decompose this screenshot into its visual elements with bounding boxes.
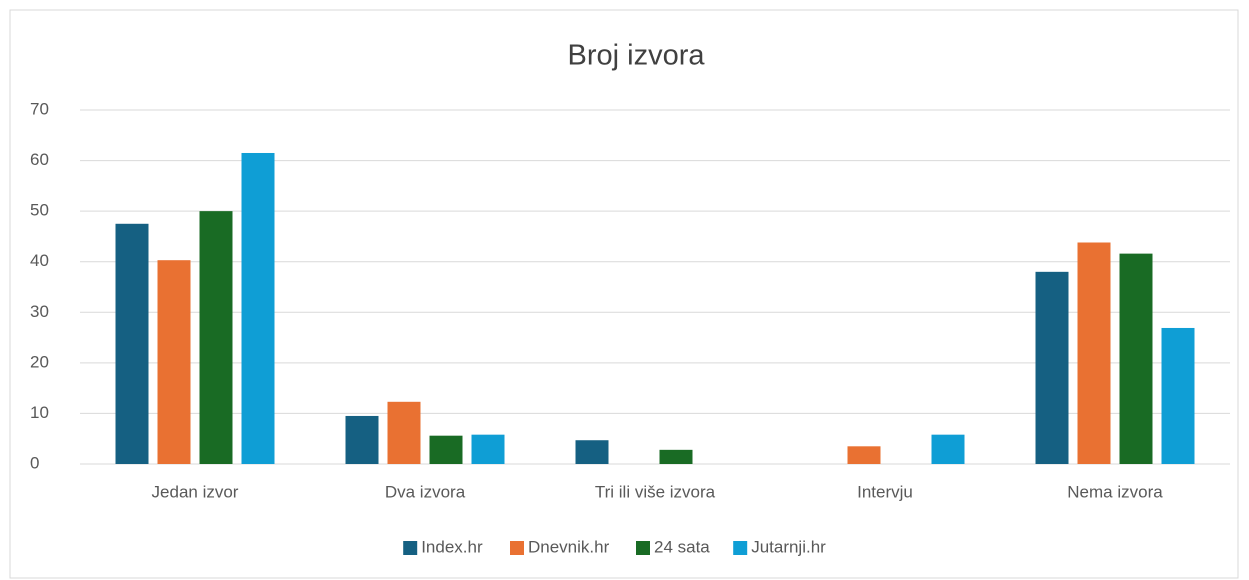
x-tick-label: Intervju <box>857 482 913 501</box>
y-tick-label: 30 <box>30 302 49 321</box>
legend-swatch <box>733 541 748 555</box>
bar <box>847 446 881 464</box>
legend-label: Jutarnji.hr <box>751 537 826 556</box>
y-tick-label: 50 <box>30 201 49 220</box>
bar <box>575 440 609 464</box>
x-tick-label: Nema izvora <box>1067 482 1163 501</box>
bar <box>659 449 693 464</box>
legend-label: 24 sata <box>654 537 710 556</box>
bar <box>1161 327 1195 464</box>
y-tick-label: 60 <box>30 150 49 169</box>
bar <box>199 211 233 464</box>
bar <box>1119 253 1153 464</box>
legend-swatch <box>510 541 524 555</box>
chart-title: Broj izvora <box>568 40 706 72</box>
x-tick-label: Jedan izvor <box>152 482 239 501</box>
bar <box>345 415 379 464</box>
y-tick-label: 40 <box>30 251 49 270</box>
bar <box>429 435 463 464</box>
y-tick-label: 20 <box>30 352 49 371</box>
legend-swatch <box>636 541 650 555</box>
legend-label: Dnevnik.hr <box>528 537 610 556</box>
y-tick-label: 70 <box>30 99 49 118</box>
bar <box>157 260 191 464</box>
bar <box>931 434 965 464</box>
bar <box>1077 242 1111 464</box>
x-tick-label: Dva izvora <box>385 482 466 501</box>
legend-label: Index.hr <box>421 537 483 556</box>
x-tick-label: Tri ili više izvora <box>595 482 716 501</box>
bar <box>1035 271 1069 464</box>
y-tick-label: 10 <box>30 403 49 422</box>
bar <box>387 401 421 464</box>
y-tick-label: 0 <box>30 453 39 472</box>
bar <box>471 434 505 464</box>
bar <box>115 223 149 464</box>
legend-swatch <box>403 541 418 555</box>
bar <box>241 152 275 464</box>
